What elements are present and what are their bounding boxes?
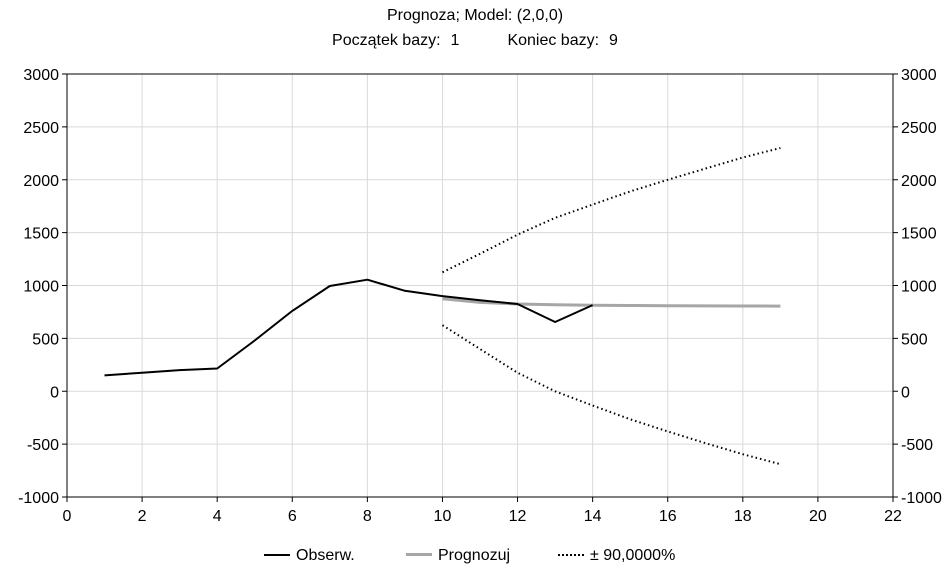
- y-tick-label-right: 500: [901, 331, 928, 348]
- series-line-interval-lower: [441, 324, 781, 466]
- base-start-label: Początek bazy:: [332, 32, 441, 49]
- y-tick-label-right: 3000: [901, 67, 937, 84]
- x-tick-label: 4: [213, 508, 222, 525]
- x-tick-label: 16: [659, 508, 677, 525]
- y-tick-label-left: -500: [27, 437, 59, 454]
- series-layer: [104, 147, 781, 466]
- grid: [67, 74, 893, 497]
- x-tick-label: 22: [884, 508, 902, 525]
- chart-subtitle: Początek bazy: 1 Koniec bazy: 9: [0, 31, 950, 51]
- legend-swatch-prognozuj: [406, 553, 432, 557]
- x-tick-label: 18: [734, 508, 752, 525]
- y-tick-label-left: 1500: [23, 226, 59, 243]
- legend-swatch-interval: [558, 553, 584, 556]
- x-tick-label: 2: [138, 508, 147, 525]
- y-tick-label-right: 2500: [901, 120, 937, 137]
- y-tick-label-right: 1500: [901, 226, 937, 243]
- series-line-interval-upper: [442, 147, 781, 274]
- series-line-prognozuj: [442, 297, 781, 308]
- y-tick-label-right: -500: [901, 437, 933, 454]
- y-tick-label-right: 1000: [901, 279, 937, 296]
- y-tick-label-right: -1000: [901, 490, 942, 507]
- series-line-obserw: [104, 278, 594, 377]
- y-tick-label-right: 0: [901, 384, 910, 401]
- base-start-value: 1: [450, 32, 460, 49]
- y-tick-label-left: 0: [50, 384, 59, 401]
- y-tick-label-left: 3000: [23, 67, 59, 84]
- y-tick-label-left: 2500: [23, 120, 59, 137]
- legend-swatch-obserw: [264, 553, 290, 556]
- y-tick-label-left: 1000: [23, 279, 59, 296]
- y-tick-label-left: 500: [32, 331, 59, 348]
- legend-item-interval: ± 90,0000%: [558, 546, 675, 566]
- legend-label-obserw: Obserw.: [296, 547, 355, 564]
- legend-label-interval: ± 90,0000%: [590, 547, 676, 564]
- x-tick-label: 8: [363, 508, 372, 525]
- y-tick-label-left: 2000: [23, 173, 59, 190]
- x-tick-label: 14: [584, 508, 602, 525]
- base-end-value: 9: [609, 32, 618, 49]
- x-tick-label: 0: [63, 508, 72, 525]
- x-tick-label: 20: [809, 508, 827, 525]
- x-tick-label: 10: [434, 508, 452, 525]
- x-tick-label: 6: [288, 508, 297, 525]
- legend-item-obserw: Obserw.: [264, 546, 355, 566]
- y-tick-label-right: 2000: [901, 173, 937, 190]
- legend-item-prognozuj: Prognozuj: [406, 546, 510, 566]
- legend-label-prognozuj: Prognozuj: [438, 547, 511, 564]
- base-end-label: Koniec bazy:: [507, 32, 600, 49]
- x-tick-label: 12: [509, 508, 527, 525]
- y-tick-label-left: -1000: [18, 490, 59, 507]
- chart-title: Prognoza; Model: (2,0,0): [386, 7, 564, 24]
